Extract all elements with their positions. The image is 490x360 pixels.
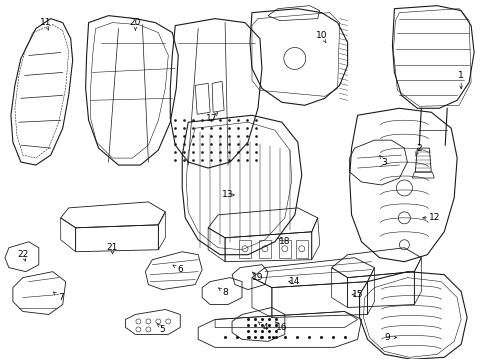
Text: 9: 9 (385, 333, 391, 342)
Text: 13: 13 (222, 190, 234, 199)
Text: 16: 16 (276, 323, 288, 332)
Text: 2: 2 (416, 144, 422, 153)
Text: 5: 5 (159, 325, 165, 334)
Text: 18: 18 (279, 237, 291, 246)
Text: 8: 8 (222, 288, 228, 297)
Text: 12: 12 (429, 213, 440, 222)
Text: 22: 22 (17, 250, 28, 259)
Text: 6: 6 (177, 265, 183, 274)
Text: 4: 4 (262, 323, 268, 332)
Text: 10: 10 (316, 31, 327, 40)
Text: 19: 19 (252, 273, 264, 282)
Text: 7: 7 (58, 293, 64, 302)
Text: 11: 11 (40, 18, 51, 27)
Text: 3: 3 (382, 158, 387, 167)
Text: 15: 15 (352, 290, 363, 299)
Text: 17: 17 (206, 114, 218, 123)
Text: 1: 1 (458, 71, 464, 80)
Text: 20: 20 (130, 18, 141, 27)
Text: 14: 14 (289, 277, 300, 286)
Text: 21: 21 (107, 243, 118, 252)
